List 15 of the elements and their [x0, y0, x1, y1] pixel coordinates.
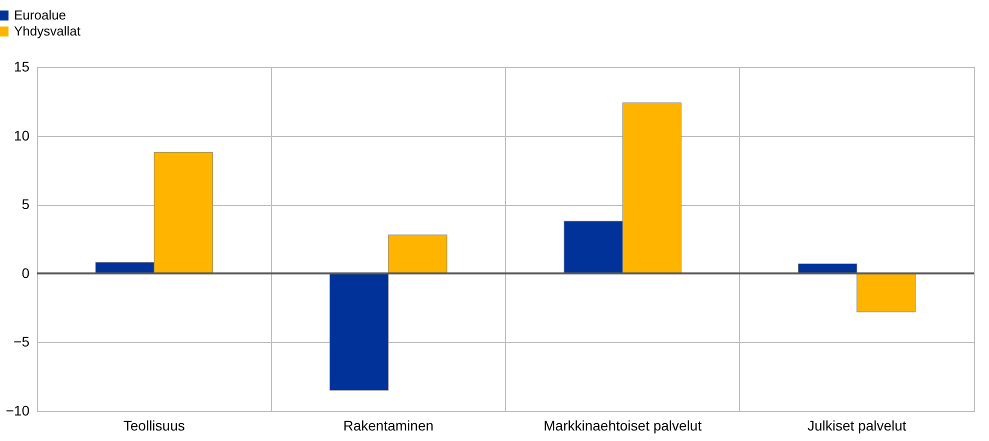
bar — [330, 273, 389, 391]
y-tick-label: −10 — [6, 402, 30, 418]
x-tick-label: Markkinaehtoiset palvelut — [544, 418, 702, 434]
y-tick-label: 5 — [22, 196, 30, 212]
legend-label: Euroalue — [14, 8, 66, 22]
legend-label: Yhdysvallat — [14, 24, 81, 38]
y-tick-label: 15 — [14, 58, 30, 74]
x-tick-label: Julkiset palvelut — [807, 418, 906, 434]
y-tick-label: −5 — [14, 334, 30, 350]
bar — [388, 234, 448, 274]
y-tick-label: 10 — [14, 127, 30, 144]
x-tick-label: Teollisuus — [123, 418, 185, 434]
x-tick-label: Rakentaminen — [343, 418, 434, 434]
bar — [856, 273, 916, 312]
y-tick-label: 0 — [22, 264, 30, 281]
